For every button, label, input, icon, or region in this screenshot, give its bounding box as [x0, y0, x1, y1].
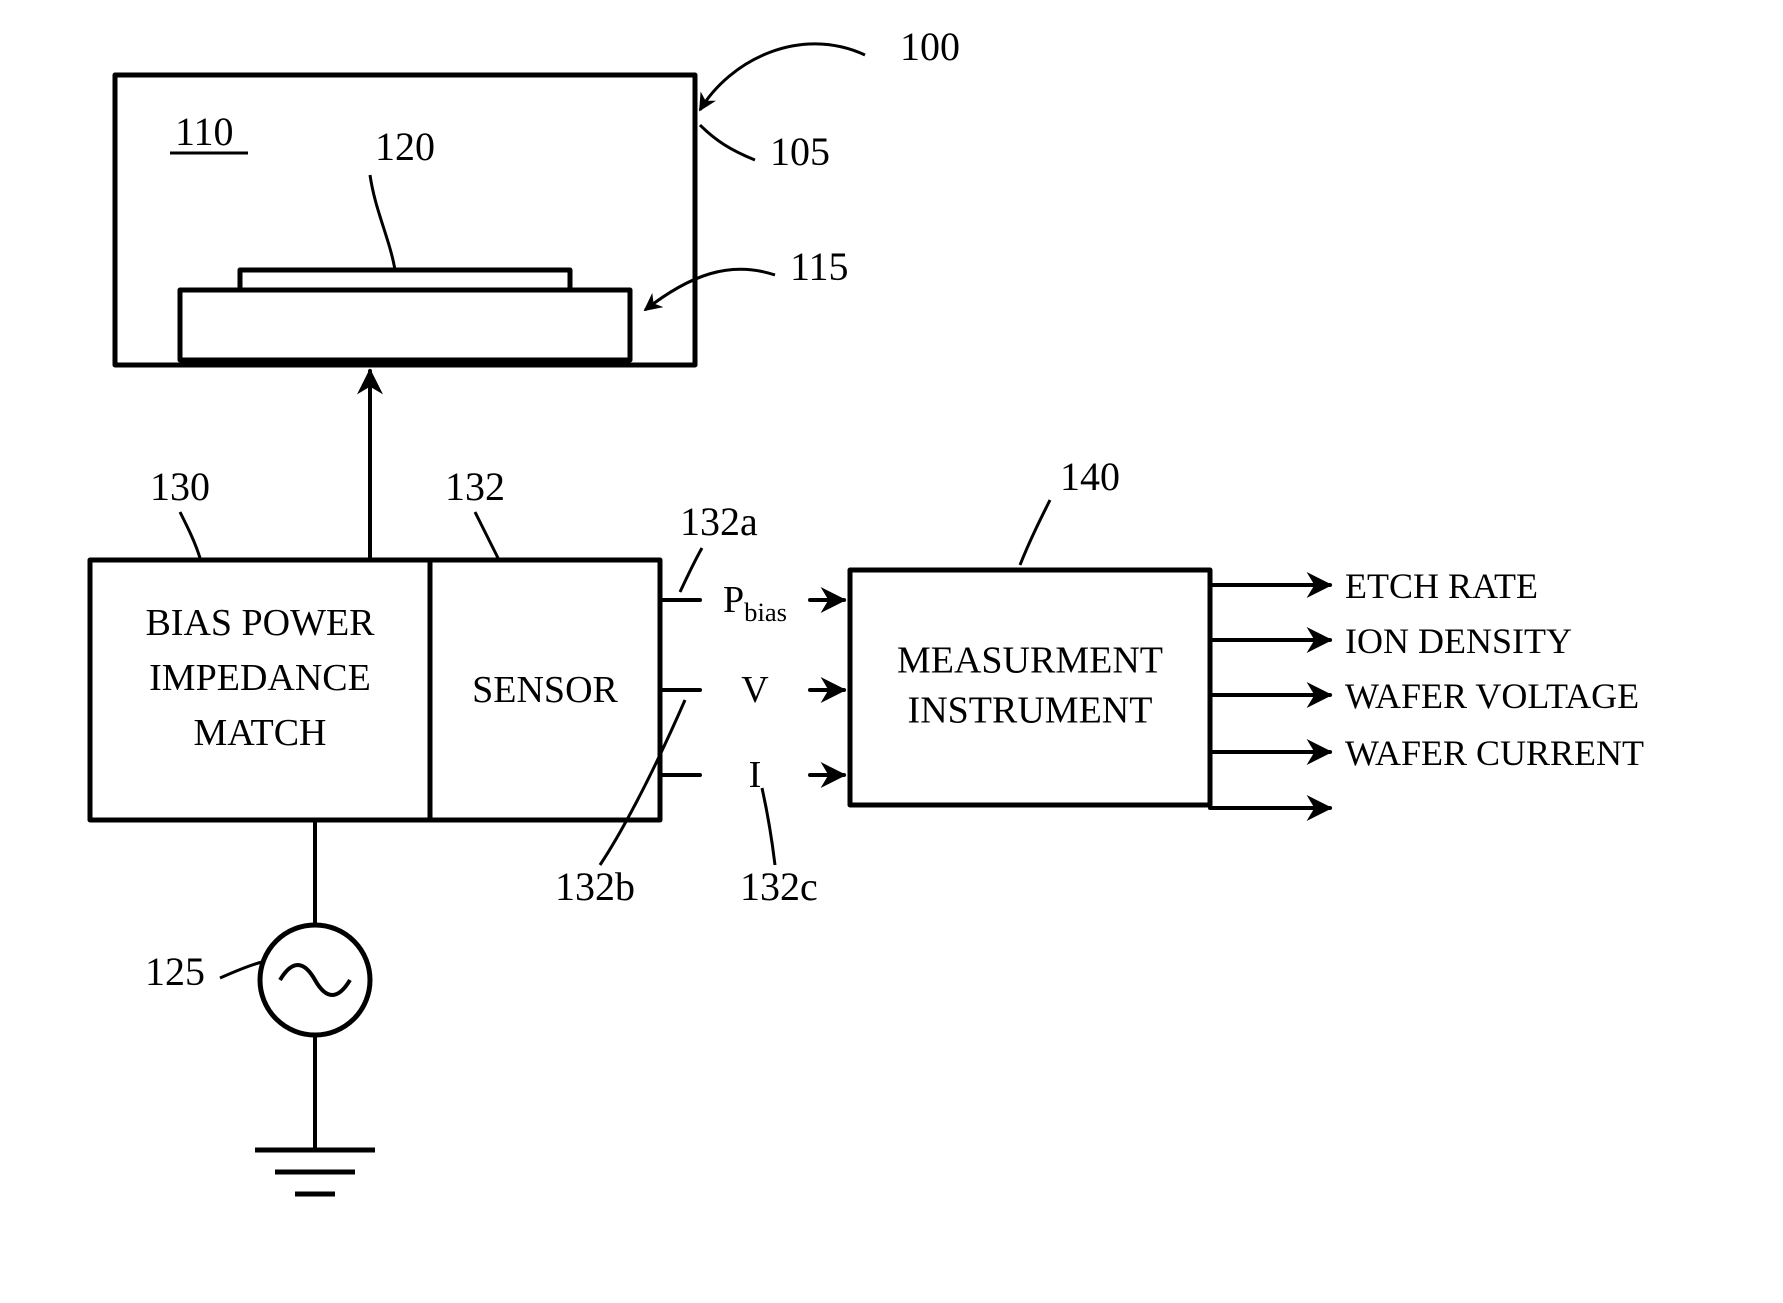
measurement-instrument-label: INSTRUMENT — [908, 690, 1153, 732]
ref-140-lead — [1020, 500, 1050, 565]
ref-132-lead — [475, 512, 498, 558]
ref-100-arrow — [700, 44, 865, 110]
bias-power-label: IMPEDANCE — [149, 657, 371, 699]
ref-125-lead — [220, 962, 262, 978]
ref-132-label: 132 — [445, 464, 505, 509]
ref-132a-label: 132a — [680, 499, 758, 544]
output-1-label: ION DENSITY — [1345, 621, 1572, 661]
signal-i-label: I — [749, 754, 762, 796]
ref-125-label: 125 — [145, 949, 205, 994]
output-3-label: WAFER CURRENT — [1345, 733, 1644, 773]
ref-100-label: 100 — [900, 24, 960, 69]
sensor-label: SENSOR — [472, 669, 618, 711]
ref-130-label: 130 — [150, 464, 210, 509]
ref-130-lead — [180, 512, 200, 558]
ref-110-label: 110 — [175, 109, 234, 154]
ref-132a-lead — [680, 548, 702, 592]
ref-132b-label: 132b — [555, 864, 635, 909]
ref-132c-lead — [762, 788, 775, 865]
ref-120-lead — [370, 175, 395, 270]
bias-power-label: MATCH — [193, 712, 326, 754]
ref-105-label: 105 — [770, 129, 830, 174]
ac-sine-icon — [280, 965, 350, 995]
ref-120-label: 120 — [375, 124, 435, 169]
output-2-label: WAFER VOLTAGE — [1345, 676, 1639, 716]
pedestal-box — [180, 290, 630, 360]
output-0-label: ETCH RATE — [1345, 566, 1538, 606]
ref-132c-label: 132c — [740, 864, 818, 909]
ref-115-label: 115 — [790, 244, 849, 289]
measurement-instrument-label: MEASURMENT — [897, 640, 1163, 682]
bias-power-label: BIAS POWER — [145, 602, 375, 644]
signal-pbias-label: Pbias — [723, 579, 787, 627]
measurement-instrument-block — [850, 570, 1210, 805]
ref-105-lead — [700, 125, 755, 160]
ref-140-label: 140 — [1060, 454, 1120, 499]
ref-115-arrow — [645, 269, 775, 310]
signal-v-label: V — [741, 669, 769, 711]
ref-132b-lead — [600, 700, 685, 865]
wafer-box — [240, 270, 570, 290]
